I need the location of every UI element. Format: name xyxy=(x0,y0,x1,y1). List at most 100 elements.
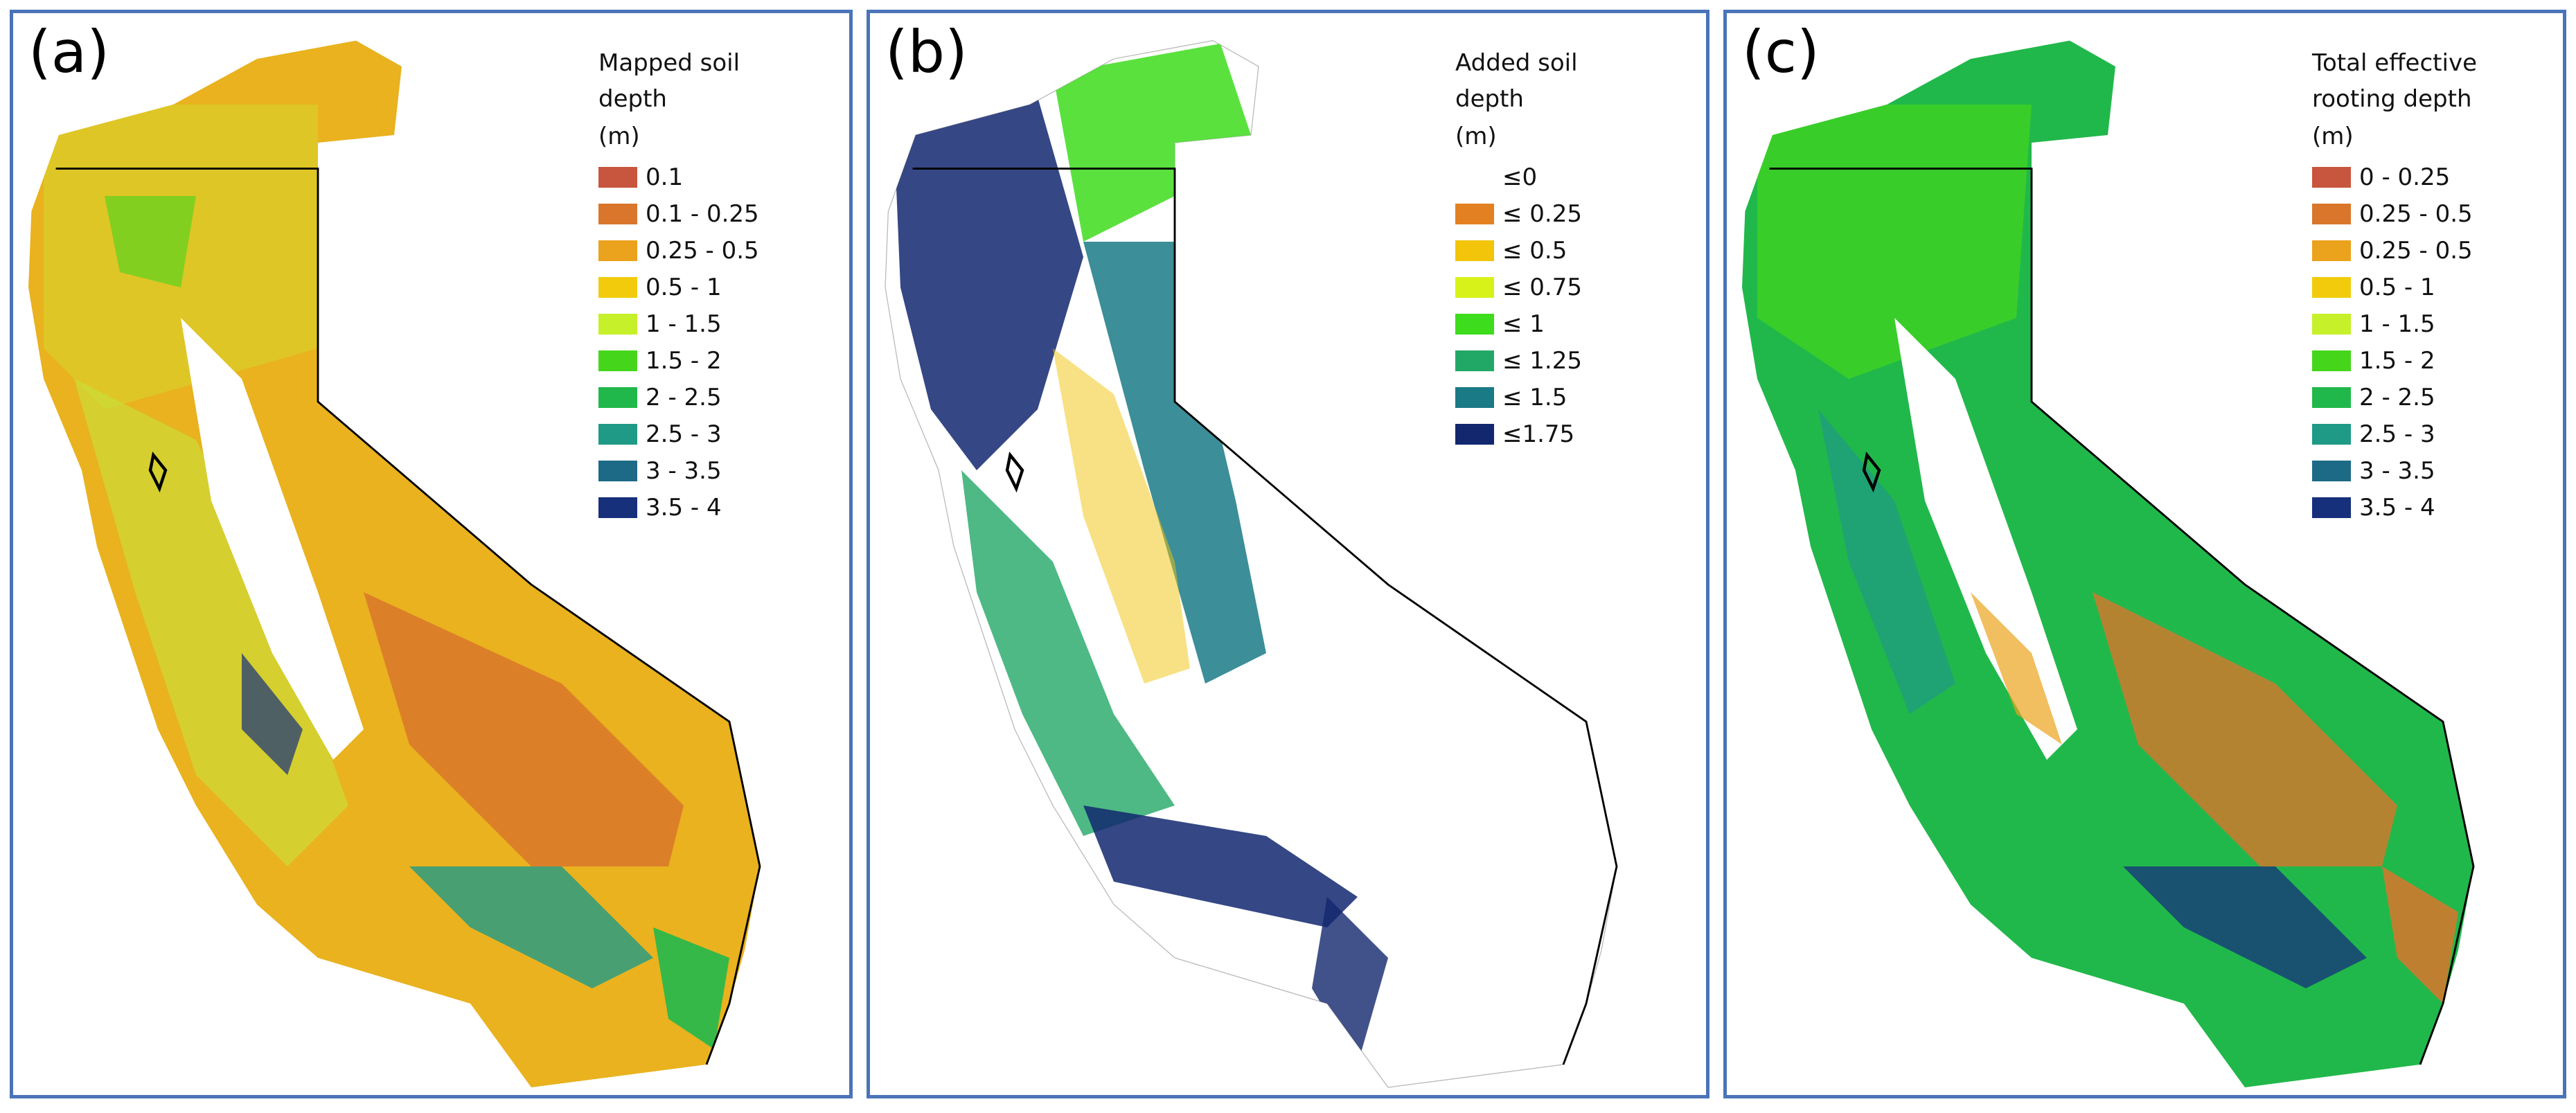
legend-unit: (m) xyxy=(1455,123,1497,150)
panel-c: (c) Total effective rooting depth (m) 0 … xyxy=(1723,10,2566,1098)
panel-letter: (a) xyxy=(28,18,110,86)
legend-item: 2.5 - 3 xyxy=(2312,416,2477,452)
legend-item: 0.25 - 0.5 xyxy=(598,232,759,269)
legend-total-effective-rooting-depth: Total effective rooting depth (m) 0 - 0.… xyxy=(2312,45,2477,526)
legend-item: 3.5 - 4 xyxy=(598,489,759,526)
legend-swatch xyxy=(2312,460,2351,481)
legend-item: ≤ 0.75 xyxy=(1455,269,1582,305)
legend-title-line: rooting depth xyxy=(2312,85,2472,113)
legend-swatch xyxy=(1455,386,1494,408)
legend-item: 0.5 - 1 xyxy=(598,269,759,305)
legend-swatch xyxy=(598,276,637,298)
legend-label: 1.5 - 2 xyxy=(646,346,722,375)
legend-swatch xyxy=(2312,276,2351,298)
legend-label: 2.5 - 3 xyxy=(646,420,722,448)
legend-item: ≤ 0.5 xyxy=(1455,232,1582,269)
california-map-mapped-soil-depth xyxy=(28,40,761,1088)
legend-swatch xyxy=(598,460,637,481)
legend-title-line: Total effective xyxy=(2312,49,2477,77)
legend-unit: (m) xyxy=(598,123,640,150)
legend-label: 0.25 - 0.5 xyxy=(2359,199,2473,228)
legend-label: 3 - 3.5 xyxy=(646,456,722,485)
legend-mapped-soil-depth: Mapped soil depth (m) 0.1 0.1 - 0.25 0.25 … xyxy=(598,45,759,526)
legend-label: 1 - 1.5 xyxy=(646,310,722,338)
legend-item: 2 - 2.5 xyxy=(2312,379,2477,416)
california-map-total-effective-rooting-depth xyxy=(1742,40,2475,1088)
legend-item: 0.5 - 1 xyxy=(2312,269,2477,305)
legend-label: ≤ 1 xyxy=(1502,310,1545,338)
legend-swatch xyxy=(1455,350,1494,371)
legend-title-line: depth xyxy=(1455,85,1524,113)
panel-a: (a) Mapped soil depth (m) 0.1 0.1 - 0.25 0… xyxy=(10,10,853,1098)
legend-title-line: Mapped soil xyxy=(598,49,740,77)
legend-swatch xyxy=(598,350,637,371)
legend-label: ≤1.75 xyxy=(1502,420,1575,448)
legend-item: 3.5 - 4 xyxy=(2312,489,2477,526)
legend-label: 2 - 2.5 xyxy=(2359,383,2435,411)
legend-swatch xyxy=(2312,313,2351,335)
legend-item: ≤ 1.5 xyxy=(1455,379,1582,416)
legend-item: 0.25 - 0.5 xyxy=(2312,232,2477,269)
legend-item: ≤ 0.25 xyxy=(1455,195,1582,232)
panel-b: (b) Added soil depth (m) ≤0 ≤ 0.25 ≤ 0.5 ≤ … xyxy=(867,10,1709,1098)
legend-label: 2.5 - 3 xyxy=(2359,420,2435,448)
legend-label: ≤ 0.75 xyxy=(1502,273,1582,301)
legend-label: 0 - 0.25 xyxy=(2359,163,2451,191)
legend-swatch xyxy=(2312,423,2351,445)
legend-label: ≤ 0.25 xyxy=(1502,199,1582,228)
panel-letter: (c) xyxy=(1742,18,1820,86)
legend-swatch xyxy=(2312,386,2351,408)
legend-item: 2.5 - 3 xyxy=(598,416,759,452)
legend-swatch xyxy=(2312,203,2351,224)
legend-swatch xyxy=(598,497,637,518)
legend-label: 3.5 - 4 xyxy=(646,493,722,522)
legend-label: 1.5 - 2 xyxy=(2359,346,2435,375)
legend-item: 0.25 - 0.5 xyxy=(2312,195,2477,232)
legend-label: ≤ 1.25 xyxy=(1502,346,1582,375)
legend-title-line: Added soil xyxy=(1455,49,1578,77)
legend-swatch xyxy=(1455,423,1494,445)
legend-label: 0.1 - 0.25 xyxy=(646,199,759,228)
legend-label: ≤ 0.5 xyxy=(1502,236,1567,265)
legend-unit: (m) xyxy=(2312,123,2354,150)
legend-added-soil-depth: Added soil depth (m) ≤0 ≤ 0.25 ≤ 0.5 ≤ 0.75… xyxy=(1455,45,1582,452)
legend-swatch xyxy=(598,240,637,261)
legend-swatch xyxy=(598,203,637,224)
legend-label: 3 - 3.5 xyxy=(2359,456,2435,485)
legend-swatch xyxy=(2312,350,2351,371)
legend-items: 0.1 0.1 - 0.25 0.25 - 0.5 0.5 - 1 1 - 1.5 1.5… xyxy=(598,159,759,526)
legend-label: 3.5 - 4 xyxy=(2359,493,2435,522)
legend-item: 1.5 - 2 xyxy=(2312,342,2477,379)
legend-swatch xyxy=(1455,166,1494,188)
legend-item: 0.1 - 0.25 xyxy=(598,195,759,232)
legend-label: 2 - 2.5 xyxy=(646,383,722,411)
legend-label: 0.25 - 0.5 xyxy=(646,236,759,265)
legend-label: 1 - 1.5 xyxy=(2359,310,2435,338)
legend-item: 0 - 0.25 xyxy=(2312,159,2477,195)
legend-swatch xyxy=(598,166,637,188)
california-map-added-soil-depth xyxy=(885,39,1618,1088)
legend-label: 0.1 xyxy=(646,163,684,191)
legend-label: 0.5 - 1 xyxy=(2359,273,2435,301)
legend-swatch xyxy=(2312,240,2351,261)
legend-swatch xyxy=(2312,166,2351,188)
legend-label: 0.5 - 1 xyxy=(646,273,722,301)
legend-item: ≤ 1 xyxy=(1455,305,1582,342)
panel-letter: (b) xyxy=(885,18,968,86)
legend-swatch xyxy=(1455,313,1494,335)
legend-item: ≤0 xyxy=(1455,159,1582,195)
legend-item: 1.5 - 2 xyxy=(598,342,759,379)
legend-items: ≤0 ≤ 0.25 ≤ 0.5 ≤ 0.75 ≤ 1 ≤ 1.25 ≤ 1.5 ≤1.75 xyxy=(1455,159,1582,452)
legend-swatch xyxy=(598,423,637,445)
legend-swatch xyxy=(1455,276,1494,298)
legend-label: ≤ 1.5 xyxy=(1502,383,1567,411)
legend-item: ≤1.75 xyxy=(1455,416,1582,452)
legend-swatch xyxy=(598,313,637,335)
legend-item: 2 - 2.5 xyxy=(598,379,759,416)
legend-label: ≤0 xyxy=(1502,163,1538,191)
legend-swatch xyxy=(598,386,637,408)
legend-item: 1 - 1.5 xyxy=(2312,305,2477,342)
legend-item: ≤ 1.25 xyxy=(1455,342,1582,379)
legend-title-line: depth xyxy=(598,85,667,113)
legend-item: 0.1 xyxy=(598,159,759,195)
